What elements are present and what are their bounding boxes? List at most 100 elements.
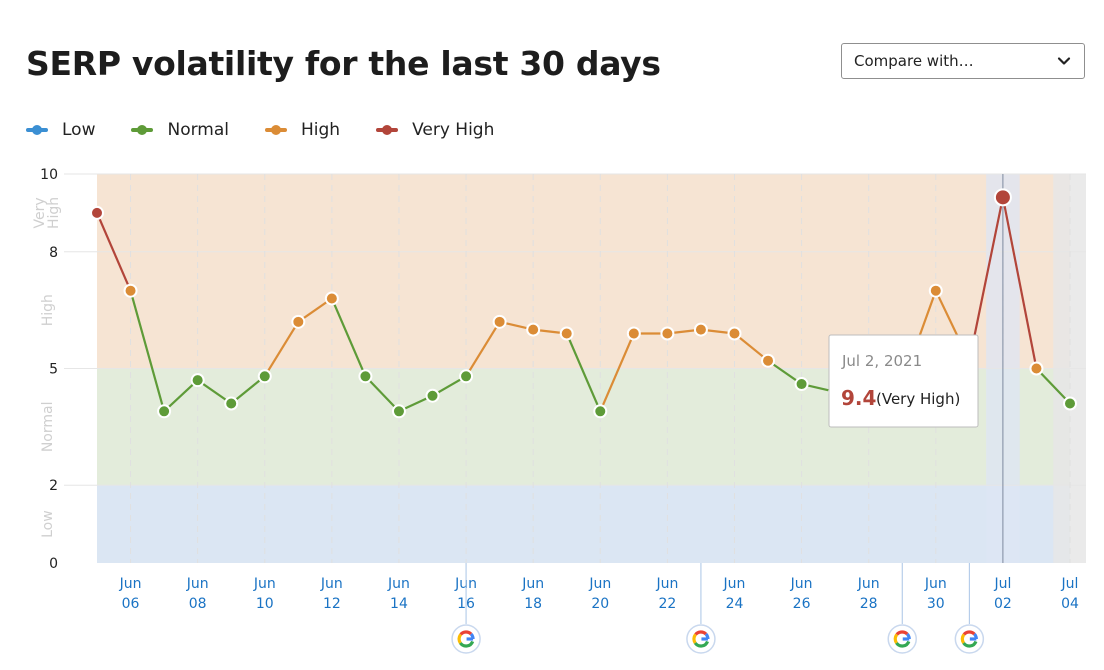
band-low [97,485,1070,563]
line-segment [968,197,1004,361]
tooltip: Jul 2, 2021 9.4 (Very High) [828,334,979,428]
google-icon-arc [693,640,710,648]
google-icon-arc [962,630,976,636]
x-tick-day: 20 [591,596,609,612]
data-point [324,291,339,306]
line-segment [95,212,132,292]
x-tick-month: Jun [924,576,947,592]
google-update-icon [954,624,985,654]
y-tick-label: 0 [49,556,58,572]
x-tick-day: 04 [1061,596,1079,612]
band-label-very-high-line2: High [46,197,62,229]
data-point [425,388,440,403]
line-segment [129,290,166,412]
compare-with-label: Compare with… [854,52,974,70]
line-segment [1035,367,1071,405]
google-icon-arc [962,640,978,648]
google-icon-ring [451,624,481,654]
data-point [626,326,641,341]
google-icon-arc [459,640,475,648]
data-point [727,326,742,341]
band-label-very-high-line1: Very [32,197,48,228]
legend-item-very-high[interactable]: Very High [376,120,494,140]
data-point [559,326,574,341]
data-point [391,404,406,419]
x-tick-day: 26 [793,596,811,612]
data-point [660,326,675,341]
y-tick-label: 5 [49,362,58,378]
data-point [358,369,373,384]
line-segment [733,332,769,362]
data-point [794,377,809,392]
legend-marker-very-high [376,125,399,135]
chart-legend: Low Normal High Very High [26,120,530,140]
legend-item-high[interactable]: High [265,120,340,140]
legend-marker-high [265,125,287,135]
y-tick-label: 10 [40,167,58,183]
line-segment [599,333,635,412]
google-icon-arc [457,633,463,644]
data-point [190,373,205,388]
band-label-low: Low [40,510,56,538]
google-icon-ring [887,624,917,654]
google-icon-arc [895,630,909,636]
x-tick-day: 06 [122,596,140,612]
legend-label-very-high: Very High [412,120,495,140]
google-icon-arc [694,630,708,636]
x-tick-month: Jun [790,576,813,592]
data-point [90,205,104,220]
x-tick-month: Jun [253,576,276,592]
x-tick-month: Jul [993,576,1011,592]
line-segment [364,375,400,413]
legend-item-low[interactable]: Low [26,120,95,140]
google-icon-ring [686,624,716,654]
x-tick-day: 10 [256,596,274,612]
volatility-line-chart: 025810LowNormalHighVeryHighJun06Jun08Jun… [32,167,1086,654]
tooltip-date: Jul 2, 2021 [841,352,922,370]
legend-marker-normal [131,125,154,135]
line-segment [163,379,199,413]
data-point [492,314,507,329]
x-tick-day: 18 [524,596,542,612]
x-tick-month: Jun [588,576,611,592]
x-tick-month: Jun [857,576,880,592]
legend-label-high: High [301,120,341,140]
line-segment [565,333,602,412]
data-point [1063,396,1077,411]
data-point [526,322,541,337]
tooltip-level: (Very High) [876,390,960,408]
line-segment [465,321,501,377]
x-tick-month: Jun [186,576,209,592]
data-point [693,322,708,337]
line-segment [230,375,266,405]
compare-with-dropdown[interactable]: Compare with… [841,43,1085,79]
google-icon-arc [960,633,966,644]
x-tick-month: Jun [655,576,678,592]
band-label-high: High [40,294,56,326]
legend-marker-low [26,125,48,135]
tooltip-box [828,334,979,428]
google-icon-ring [954,624,985,654]
x-tick-month: Jul [1061,576,1079,592]
google-icon-arc [893,633,899,644]
band-label-normal: Normal [40,402,56,453]
x-tick-month: Jun [387,576,410,592]
x-tick-month: Jun [119,576,142,592]
x-tick-month: Jun [521,576,544,592]
x-tick-day: 14 [390,596,408,612]
data-point [123,283,138,298]
legend-item-normal[interactable]: Normal [131,120,229,140]
line-segment [263,321,300,377]
line-segment [1001,197,1038,369]
data-point [1029,361,1044,376]
google-update-icon [887,624,917,654]
google-update-icon [451,624,481,654]
data-point [257,369,272,384]
x-tick-day: 24 [726,596,744,612]
data-point [928,283,943,298]
line-segment [330,298,367,377]
data-point [157,404,172,419]
data-point [761,353,776,368]
google-icon-arc [459,630,473,636]
